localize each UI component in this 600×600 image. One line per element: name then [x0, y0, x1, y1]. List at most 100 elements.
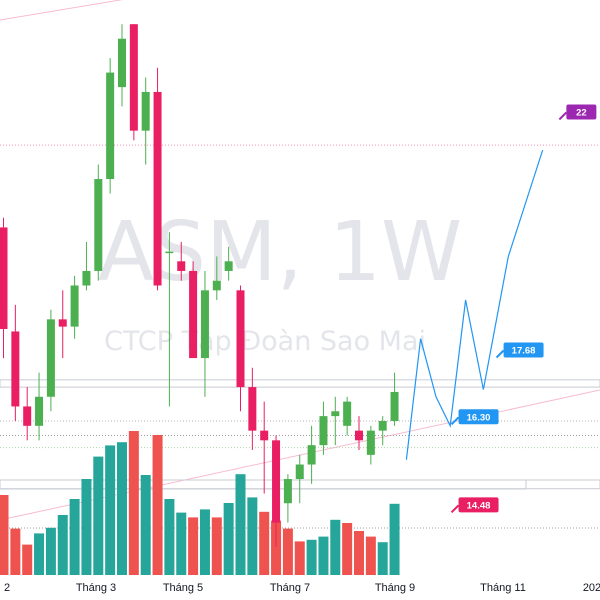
candle-body: [106, 72, 115, 180]
projection: [405, 149, 544, 460]
flag-box: [503, 342, 544, 358]
volume-bar: [140, 475, 151, 575]
flag-label: 16.30: [467, 412, 491, 423]
volume-bar: [330, 519, 341, 575]
candle-body: [260, 430, 269, 441]
flag-box: [458, 497, 499, 513]
x-tick-label: 2: [4, 582, 10, 594]
candle-body: [390, 391, 399, 421]
volume-bar: [93, 456, 104, 575]
candle-body: [58, 319, 67, 327]
x-tick-label: Tháng 5: [163, 582, 203, 594]
candle-body: [212, 280, 221, 291]
volume-bar: [377, 542, 388, 575]
candle-body: [11, 331, 20, 407]
candle-body: [153, 91, 162, 286]
projection-path: [405, 149, 544, 460]
candle-body: [46, 319, 55, 397]
candle-body: [331, 411, 340, 417]
candle-body: [343, 401, 352, 426]
candle-body: [0, 227, 8, 330]
volume-bar: [235, 474, 246, 575]
volume-bar: [81, 479, 92, 575]
price-flag-purple: 22: [558, 104, 597, 121]
volume-bars: [0, 431, 400, 575]
price-flag-blue: 17.68: [495, 342, 544, 359]
volume-bar: [223, 503, 234, 575]
candle-body: [165, 251, 174, 254]
volume-bar: [354, 531, 364, 575]
candle-body: [248, 387, 257, 431]
x-tick-label: 202: [583, 582, 600, 594]
volume-bar: [188, 517, 199, 575]
volume-bar: [259, 511, 270, 575]
price-flags: 16.30 17.68 14.48 22: [450, 104, 597, 514]
candle-body: [118, 38, 126, 88]
flag-pole: [450, 504, 460, 514]
flag-label: 22: [576, 107, 587, 118]
volume-bar: [105, 445, 116, 575]
candle-body: [283, 479, 292, 504]
flag-label: 17.68: [512, 346, 536, 357]
volume-bar: [22, 544, 33, 575]
watermark-symbol: ASM, 1W: [98, 205, 462, 300]
volume-bar: [45, 527, 56, 575]
volume-bar: [34, 533, 45, 575]
volume-bar: [0, 495, 9, 575]
candle-body: [70, 285, 79, 327]
volume-bar: [306, 539, 317, 575]
volume-bar: [164, 499, 175, 575]
flag-box: [566, 104, 597, 120]
volume-bar: [389, 503, 400, 575]
flag-pole: [450, 416, 460, 425]
candle-body: [319, 416, 328, 446]
candle-body: [189, 270, 198, 359]
volume-bar: [318, 536, 329, 575]
volume-bar: [176, 512, 187, 575]
x-tick-label: Tháng 3: [76, 582, 116, 594]
volume-bar: [10, 528, 21, 575]
candle-body: [94, 179, 103, 271]
candle-body: [129, 24, 138, 131]
candle-body: [378, 420, 387, 431]
x-tick-label: Tháng 9: [375, 582, 415, 594]
flag-label: 14.48: [467, 500, 491, 511]
candle-body: [307, 445, 316, 465]
x-tick-label: Tháng 7: [270, 582, 310, 594]
time-axis: 2 Tháng 3 Tháng 5 Tháng 7 Tháng 9 Tháng 11 202: [4, 582, 600, 594]
candle-body: [141, 91, 150, 131]
volume-bar: [365, 536, 376, 575]
volume-bar: [271, 520, 282, 575]
volume-bar: [294, 541, 305, 575]
candle-body: [200, 290, 209, 359]
candle-body: [23, 406, 32, 426]
candle-body: [366, 430, 375, 455]
volume-bar: [57, 515, 68, 575]
volume-bar: [211, 517, 222, 575]
volume-bar: [247, 497, 258, 575]
watermark-company: CTCP Tập Đoàn Sao Mai: [104, 326, 426, 357]
price-flag-red: 14.48: [450, 497, 499, 514]
x-tick-label: Tháng 11: [480, 582, 526, 594]
flag-box: [458, 409, 499, 425]
candle-body: [355, 430, 363, 441]
upper-trendline: [0, 0, 124, 21]
candle-body: [35, 396, 44, 426]
volume-bar: [199, 509, 210, 575]
candle-body: [224, 261, 233, 271]
volume-bar: [282, 528, 293, 575]
volume-bar: [69, 499, 80, 575]
watermark: ASM, 1W CTCP Tập Đoàn Sao Mai: [98, 205, 462, 357]
volume-bar: [342, 523, 353, 575]
candles: [0, 24, 399, 547]
support-zone-box: [0, 479, 527, 490]
flag-pole: [558, 111, 568, 121]
candle-body: [272, 440, 281, 523]
volume-bar: [152, 435, 163, 575]
candle-body: [82, 270, 91, 286]
volume-bar: [128, 431, 139, 575]
flag-pole: [495, 349, 505, 359]
candle-body: [295, 464, 304, 480]
candle-body: [236, 290, 245, 388]
